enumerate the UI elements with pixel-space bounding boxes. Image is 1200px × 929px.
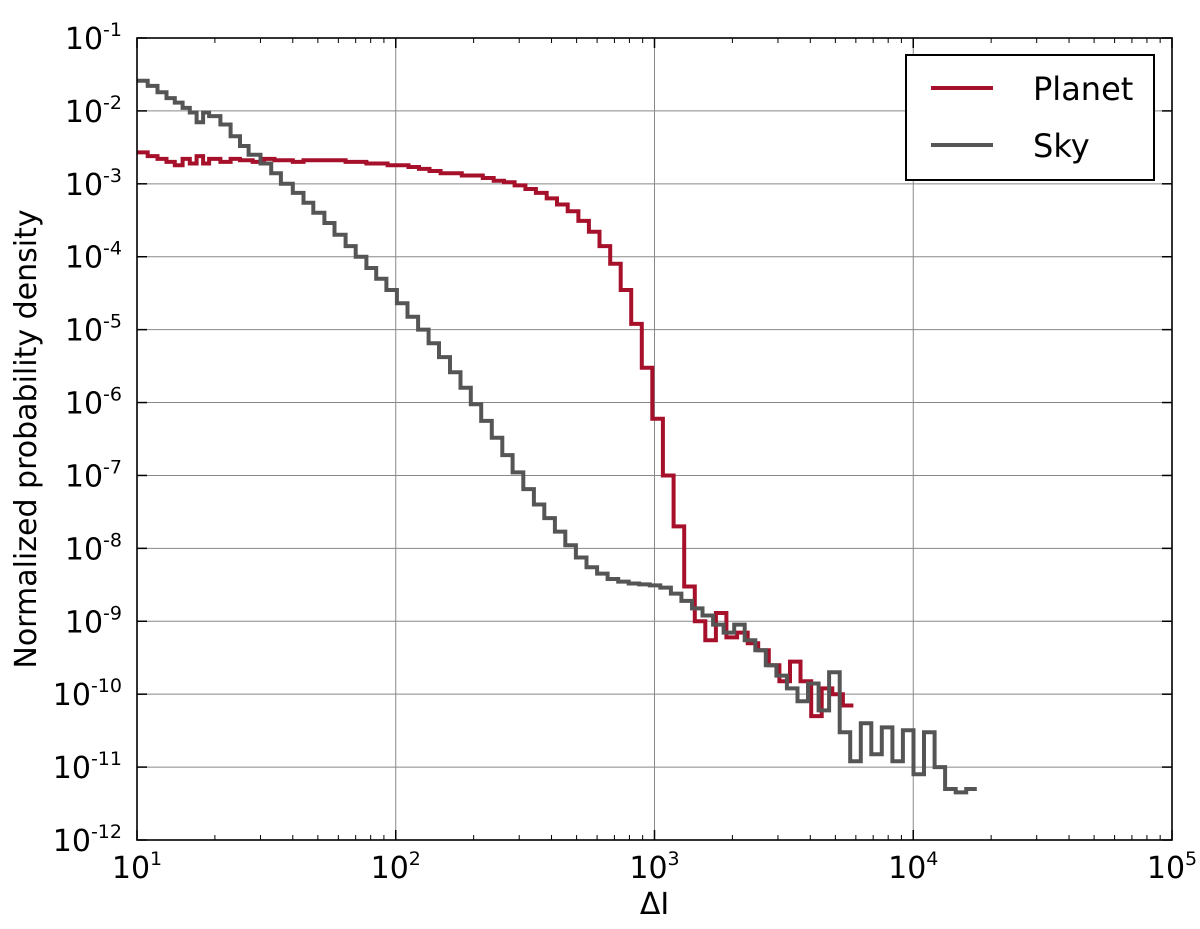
series-layer [137, 78, 977, 795]
legend: Planet Sky [905, 54, 1155, 181]
x-tick-label: 105 [1147, 848, 1197, 886]
x-axis-label: ΔI [640, 887, 669, 922]
y-tick-label: 10-7 [65, 456, 122, 494]
y-tick-label: 10-2 [65, 92, 122, 130]
y-tick-label: 10-4 [65, 238, 122, 276]
series-planet-line [137, 150, 854, 719]
y-tick-label: 10-10 [53, 675, 122, 713]
legend-box [905, 54, 1155, 181]
legend-label-planet: Planet [1033, 70, 1133, 108]
tick-labels: 101 102 103 104 105 10-12 10-11 10-10 10-9 10-8 10… [53, 19, 1197, 886]
plot-frame [136, 37, 1173, 841]
y-tick-label: 10-8 [65, 529, 122, 567]
x-tick-label: 102 [371, 848, 421, 886]
y-tick-label: 10-9 [65, 602, 122, 640]
x-tick-label: 101 [112, 848, 162, 886]
x-tick-label: 103 [629, 848, 679, 886]
y-tick-label: 10-1 [65, 19, 122, 57]
y-axis-label: Normalized probability density [9, 209, 44, 668]
y-tick-label: 10-11 [53, 748, 122, 786]
x-tick-label: 104 [888, 848, 938, 886]
y-tick-label: 10-12 [53, 821, 122, 859]
series-sky-line [137, 78, 977, 795]
y-tick-label: 10-6 [65, 384, 122, 422]
legend-label-sky: Sky [1033, 127, 1090, 165]
y-tick-label: 10-5 [65, 311, 122, 349]
y-tick-label: 10-3 [65, 165, 122, 203]
